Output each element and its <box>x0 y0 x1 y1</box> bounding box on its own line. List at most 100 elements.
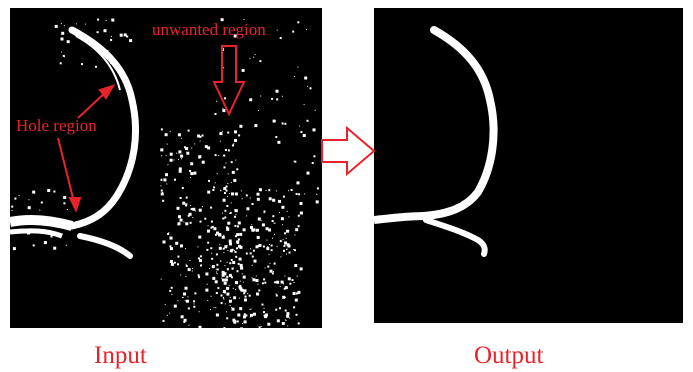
noise-speckle <box>234 224 237 227</box>
noise-speckle <box>237 221 241 225</box>
noise-speckle <box>177 300 179 302</box>
noise-speckle <box>284 319 286 321</box>
noise-speckle <box>284 286 288 290</box>
noise-speckle <box>197 134 201 138</box>
noise-speckle <box>209 267 211 269</box>
noise-speckle <box>281 205 285 209</box>
noise-speckle <box>226 244 228 246</box>
noise-speckle <box>263 210 266 213</box>
noise-speckle <box>165 155 167 157</box>
noise-speckle <box>228 193 230 195</box>
noise-speckle <box>208 179 210 182</box>
noise-speckle <box>182 297 184 298</box>
noise-speckle <box>221 235 225 239</box>
noise-speckle <box>214 113 217 115</box>
noise-speckle <box>264 281 267 284</box>
noise-speckle <box>199 135 202 138</box>
noise-speckle <box>218 246 222 250</box>
noise-speckle <box>179 218 183 222</box>
noise-speckle <box>245 194 248 197</box>
noise-speckle <box>207 300 209 301</box>
output-background <box>374 8 683 323</box>
noise-speckle <box>239 280 241 282</box>
noise-speckle <box>243 292 246 295</box>
noise-speckle <box>249 58 251 60</box>
noise-speckle <box>12 247 16 251</box>
input-image-content <box>10 8 322 328</box>
noise-speckle <box>184 300 186 302</box>
noise-speckle <box>210 309 211 311</box>
noise-speckle <box>227 173 229 175</box>
noise-speckle <box>226 261 228 263</box>
noise-speckle <box>43 241 47 245</box>
noise-speckle <box>229 211 232 214</box>
noise-speckle <box>251 277 253 279</box>
noise-speckle <box>185 265 188 267</box>
noise-speckle <box>237 225 239 228</box>
noise-speckle <box>276 319 280 323</box>
noise-speckle <box>282 224 284 226</box>
noise-speckle <box>25 228 28 231</box>
noise-speckle <box>234 192 238 196</box>
noise-speckle <box>221 270 225 274</box>
noise-speckle <box>177 255 180 258</box>
noise-speckle <box>66 40 70 44</box>
noise-speckle <box>230 202 232 204</box>
noise-speckle <box>47 189 51 192</box>
noise-speckle <box>257 283 259 285</box>
noise-speckle <box>240 190 242 192</box>
noise-speckle <box>249 316 251 318</box>
noise-speckle <box>243 320 247 324</box>
noise-speckle <box>273 262 276 265</box>
noise-speckle <box>225 162 227 164</box>
noise-speckle <box>212 189 215 191</box>
noise-speckle <box>160 148 164 152</box>
noise-speckle <box>165 173 168 177</box>
noise-speckle <box>190 162 194 166</box>
noise-speckle <box>268 189 271 192</box>
noise-speckle <box>232 261 236 264</box>
noise-speckle <box>32 190 36 194</box>
noise-speckle <box>199 220 202 223</box>
noise-speckle <box>279 286 281 288</box>
noise-speckle <box>271 97 274 100</box>
noise-speckle <box>299 202 303 205</box>
noise-speckle <box>228 239 232 243</box>
noise-speckle <box>66 220 68 222</box>
output-caption: Output <box>474 342 544 369</box>
noise-speckle <box>298 193 301 196</box>
noise-speckle <box>285 320 287 322</box>
noise-speckle <box>278 199 281 203</box>
noise-speckle <box>210 206 213 209</box>
noise-speckle <box>193 171 197 175</box>
input-ring-outer <box>68 26 140 230</box>
noise-speckle <box>170 286 173 289</box>
noise-speckle <box>129 39 133 43</box>
noise-speckle <box>185 203 188 206</box>
noise-speckle <box>280 217 284 221</box>
noise-speckle <box>256 192 260 196</box>
noise-speckle <box>190 204 192 206</box>
noise-speckle <box>11 210 13 211</box>
noise-speckle <box>239 245 243 249</box>
noise-speckle <box>194 143 196 145</box>
noise-speckle <box>269 243 270 245</box>
noise-speckle <box>180 244 183 248</box>
noise-speckle <box>169 130 171 132</box>
noise-speckle <box>169 236 173 240</box>
noise-speckle <box>264 267 266 269</box>
noise-speckle <box>229 304 231 306</box>
noise-speckle <box>239 263 243 267</box>
noise-speckle <box>66 221 70 225</box>
noise-speckle <box>274 281 277 284</box>
noise-speckle <box>53 190 56 193</box>
noise-speckle <box>285 296 286 298</box>
noise-speckle <box>97 18 100 21</box>
noise-speckle <box>284 309 287 312</box>
noise-speckle <box>230 182 232 183</box>
noise-speckle <box>306 29 308 31</box>
input-noise-speckles <box>11 18 319 328</box>
noise-speckle <box>254 124 258 128</box>
noise-speckle <box>210 220 213 223</box>
noise-speckle <box>169 158 173 162</box>
